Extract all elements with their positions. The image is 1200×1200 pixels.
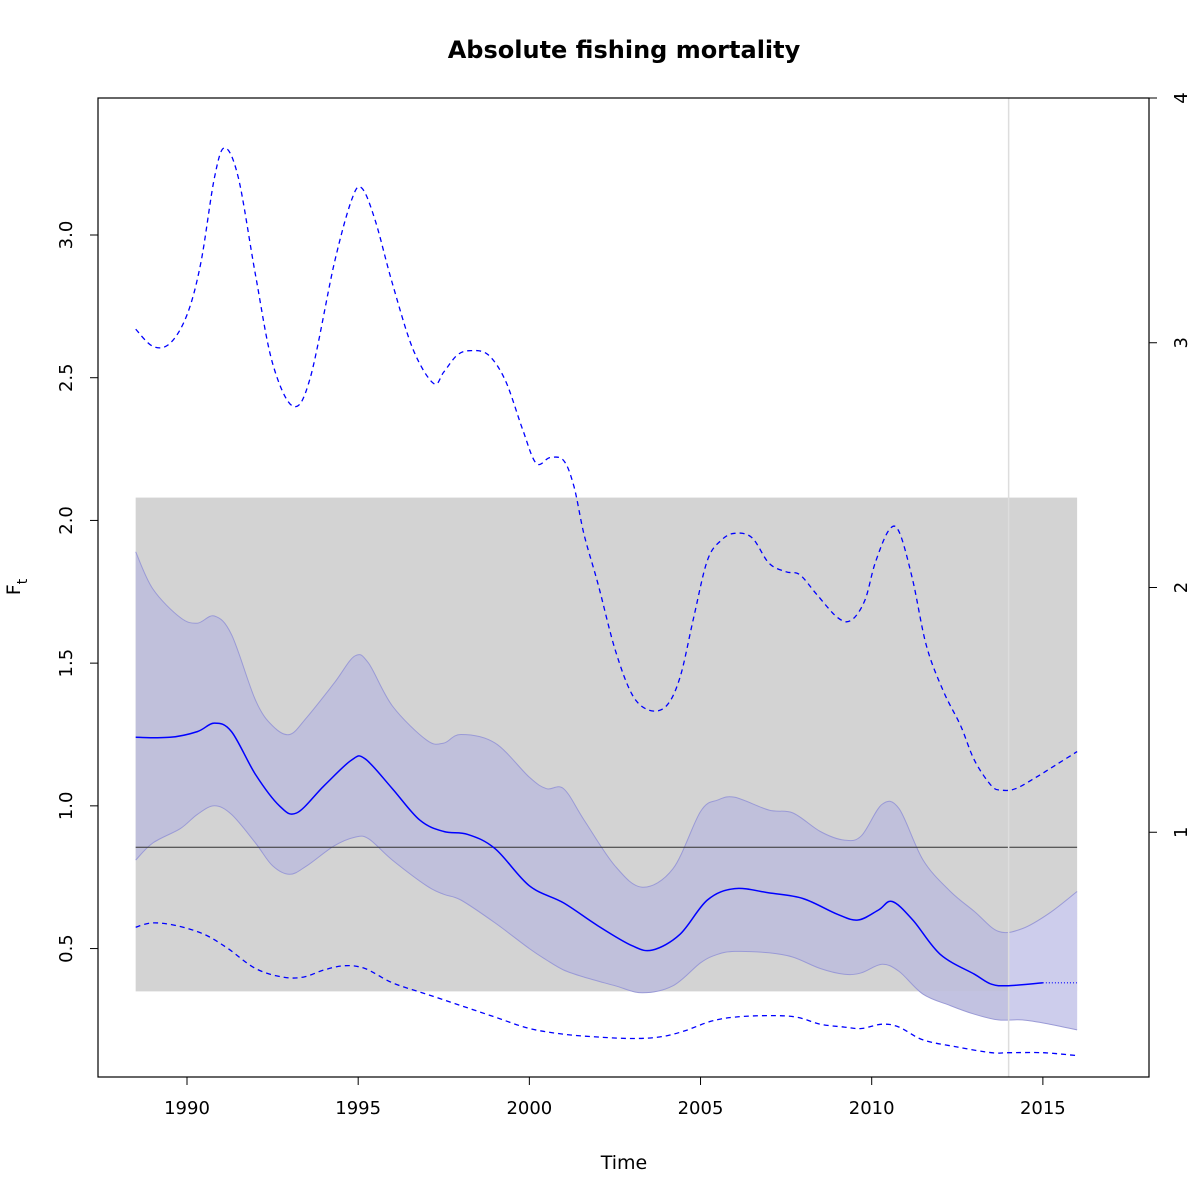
x-tick-label: 2005 bbox=[678, 1098, 724, 1119]
y-axis-label: Ft bbox=[3, 578, 31, 595]
y-tick-label: 2.5 bbox=[56, 363, 77, 392]
x-tick-label: 2000 bbox=[506, 1098, 552, 1119]
x-tick-label: 1995 bbox=[335, 1098, 381, 1119]
right-y-tick-label: 1 bbox=[1171, 827, 1192, 838]
y-axis-label-group: Ft bbox=[3, 578, 31, 595]
y-tick-label: 2.0 bbox=[56, 506, 77, 535]
confidence-band-forecast-overlay bbox=[1008, 891, 1078, 1030]
y-axis-label-subscript: t bbox=[15, 578, 31, 584]
right-y-axis: 1 2 3 4 bbox=[1148, 92, 1192, 838]
x-axis-label: Time bbox=[600, 1152, 648, 1174]
plot-area bbox=[135, 98, 1078, 1077]
x-axis: 1990 1995 2000 2005 2010 2015 bbox=[164, 1076, 1066, 1119]
x-tick-label: 2010 bbox=[849, 1098, 895, 1119]
y-tick-label: 1.5 bbox=[56, 649, 77, 678]
y-axis-label-main: F bbox=[3, 584, 25, 595]
y-tick-label: 3.0 bbox=[56, 221, 77, 250]
right-y-tick-label: 2 bbox=[1171, 582, 1192, 593]
chart-title: Absolute fishing mortality bbox=[448, 36, 801, 64]
right-y-tick-label: 3 bbox=[1171, 337, 1192, 348]
y-tick-label: 1.0 bbox=[56, 792, 77, 821]
x-tick-label: 2015 bbox=[1020, 1098, 1066, 1119]
ci-lower-edge bbox=[135, 805, 1078, 1031]
confidence-band bbox=[135, 551, 1009, 1021]
y-axis: 0.5 1.0 1.5 2.0 2.5 3.0 bbox=[56, 221, 98, 963]
lower-dashed-line bbox=[135, 922, 1078, 1057]
ci-upper-edge bbox=[135, 551, 1078, 934]
estimate-line bbox=[135, 722, 1043, 987]
right-y-tick-label: 4 bbox=[1171, 92, 1192, 103]
upper-dashed-line bbox=[135, 147, 1078, 792]
x-tick-label: 1990 bbox=[164, 1098, 210, 1119]
y-tick-label: 0.5 bbox=[56, 934, 77, 963]
